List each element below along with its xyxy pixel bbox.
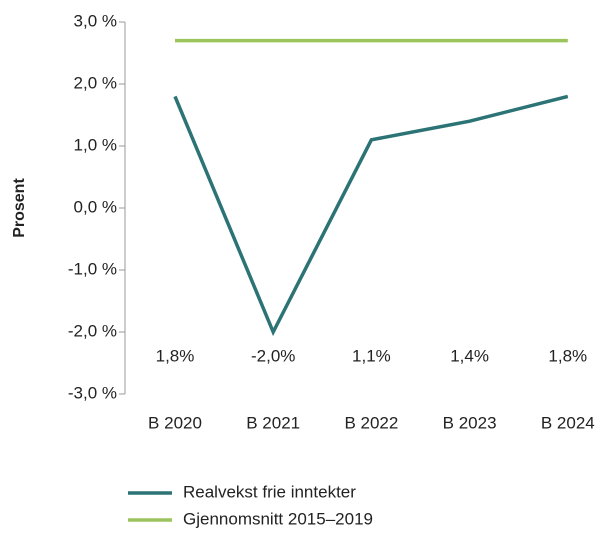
data-label: 1,8% (156, 346, 195, 365)
series-line (173, 94, 569, 337)
x-tick-label: B 2023 (443, 413, 497, 432)
data-label: 1,8% (548, 346, 587, 365)
y-tick-label: 0,0 % (74, 197, 117, 216)
x-tick-label: B 2021 (246, 413, 300, 432)
y-tick-label: -2,0 % (68, 321, 117, 340)
data-label: 1,4% (450, 346, 489, 365)
x-tick-label: B 2022 (344, 413, 398, 432)
data-label: -2,0% (251, 346, 295, 365)
y-tick-label: 3,0 % (74, 11, 117, 30)
y-axis-label: Prosent (11, 178, 28, 238)
y-tick-label: -3,0 % (68, 383, 117, 402)
legend-label: Realvekst frie inntekter (183, 482, 356, 501)
x-tick-label: B 2020 (148, 413, 202, 432)
data-label: 1,1% (352, 346, 391, 365)
y-tick-label: 1,0 % (74, 135, 117, 154)
y-tick-label: -1,0 % (68, 259, 117, 278)
x-tick-label: B 2024 (541, 413, 595, 432)
legend-label: Gjennomsnitt 2015–2019 (183, 509, 373, 528)
y-tick-label: 2,0 % (74, 73, 117, 92)
